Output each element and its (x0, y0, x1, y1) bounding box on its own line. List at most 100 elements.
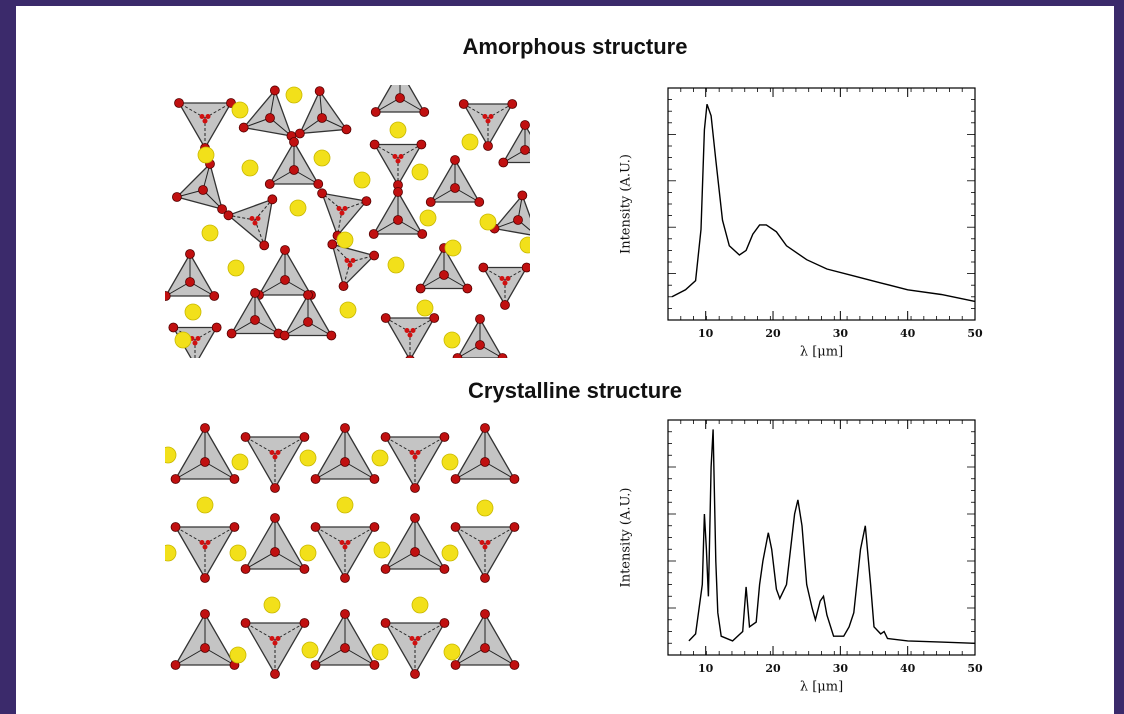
atom (399, 154, 404, 159)
atom (370, 661, 379, 670)
atom (251, 289, 260, 298)
atom (171, 475, 180, 484)
atom (416, 450, 421, 455)
ion (232, 102, 248, 118)
atom (271, 484, 280, 493)
atom (426, 198, 435, 207)
atom (186, 250, 195, 259)
ion (185, 304, 201, 320)
ion (202, 225, 218, 241)
ion (337, 497, 353, 513)
ion (242, 160, 258, 176)
atom (171, 523, 180, 532)
atom (410, 450, 415, 455)
atom (224, 211, 233, 220)
ion (372, 450, 388, 466)
atom (315, 87, 324, 96)
atom (351, 258, 356, 263)
atom (241, 565, 250, 574)
atom (281, 276, 290, 285)
atom (341, 424, 350, 433)
atom (480, 540, 485, 545)
atom (280, 331, 289, 340)
ion (302, 642, 318, 658)
atom (212, 323, 221, 332)
atom (300, 433, 309, 442)
atom (348, 263, 353, 268)
atom (475, 198, 484, 207)
atom (276, 450, 281, 455)
atom (239, 123, 248, 132)
ion (388, 257, 404, 273)
atom (341, 610, 350, 619)
atom (201, 424, 210, 433)
atom (186, 278, 195, 287)
atom (481, 644, 490, 653)
atom (241, 433, 250, 442)
atom (396, 159, 401, 164)
atom (337, 206, 342, 211)
atom (342, 125, 351, 134)
atom (489, 114, 494, 119)
atom (171, 661, 180, 670)
atom (440, 433, 449, 442)
atom (411, 514, 420, 523)
ion (442, 454, 458, 470)
atom (476, 341, 485, 350)
ion (374, 542, 390, 558)
atom (271, 514, 280, 523)
atom (230, 523, 239, 532)
atom (411, 670, 420, 679)
atom (420, 108, 429, 117)
atom (481, 424, 490, 433)
atom (486, 540, 491, 545)
atom (381, 565, 390, 574)
atom (250, 216, 255, 221)
atom (371, 108, 380, 117)
atom (521, 146, 530, 155)
atom (499, 158, 508, 167)
atom (410, 636, 415, 641)
atom (510, 523, 519, 532)
atom (370, 523, 379, 532)
ion (480, 214, 496, 230)
atom (311, 661, 320, 670)
atom (430, 314, 439, 323)
atom (328, 240, 337, 249)
slide: Amorphous structure1020304050λ [μm]Inten… (0, 0, 1124, 714)
atom (486, 119, 491, 124)
atom (206, 114, 211, 119)
atom (270, 86, 279, 95)
atom (300, 619, 309, 628)
ion (300, 545, 316, 561)
atom (522, 263, 531, 272)
atom (514, 216, 523, 225)
atom (340, 540, 345, 545)
atom (370, 475, 379, 484)
ion (444, 644, 460, 660)
x-tick-label: 10 (698, 662, 714, 675)
atom (318, 189, 327, 198)
atom (463, 284, 472, 293)
ion (340, 302, 356, 318)
ion (445, 240, 461, 256)
atom (440, 619, 449, 628)
atom (203, 545, 208, 550)
atom (193, 341, 198, 346)
atom (290, 166, 299, 175)
atom (394, 216, 403, 225)
atom (290, 138, 299, 147)
x-tick-label: 40 (900, 327, 916, 340)
atom (210, 292, 219, 301)
atom (396, 94, 405, 103)
atom (343, 206, 348, 211)
atom (476, 315, 485, 324)
atom (327, 331, 336, 340)
atom (440, 565, 449, 574)
atom (510, 661, 519, 670)
ion (354, 172, 370, 188)
atom (451, 475, 460, 484)
atom (417, 140, 426, 149)
atom (440, 271, 449, 280)
atom (451, 156, 460, 165)
